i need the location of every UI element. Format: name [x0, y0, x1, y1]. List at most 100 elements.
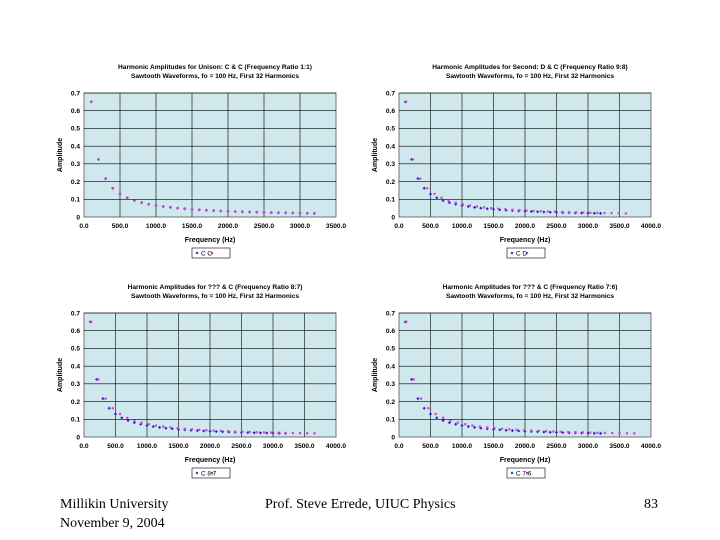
data-point-c — [101, 397, 105, 401]
data-point-7-6 — [456, 421, 459, 424]
x-tick-label: 2000.0 — [218, 223, 239, 230]
y-tick-label: 0.2 — [386, 399, 395, 406]
x-tick-label: 3500.0 — [609, 223, 630, 230]
data-point-c — [491, 207, 496, 211]
data-point-d — [419, 177, 422, 180]
data-point-d — [624, 212, 627, 215]
footer-university: Millikin University — [60, 497, 169, 512]
data-point-c — [139, 422, 143, 426]
data-point-d — [539, 210, 542, 213]
x-tick-label: 2000.0 — [515, 443, 536, 450]
x-tick-label: 500.0 — [422, 443, 439, 450]
data-point-c — [466, 424, 470, 429]
data-point-8-7 — [226, 430, 230, 433]
data-point-d — [490, 207, 493, 210]
data-point-c — [428, 192, 433, 196]
data-point-8-7 — [306, 432, 309, 435]
data-point-7-6 — [566, 430, 570, 434]
x-tick-label: 500.0 — [112, 223, 129, 230]
data-point-d — [511, 208, 514, 211]
data-point-c — [460, 203, 464, 208]
data-point-c — [104, 177, 107, 180]
chart-title: Harmonic Amplitudes for ??? & C (Frequen… — [128, 284, 303, 291]
data-point-c — [485, 427, 489, 431]
data-point-8-7 — [154, 424, 158, 427]
data-point-8-7 — [147, 423, 150, 426]
x-tick-label: 1500.0 — [168, 443, 189, 450]
data-point-8-7 — [104, 397, 107, 400]
x-axis-label: Frequency (Hz) — [500, 237, 551, 244]
data-point-8-7 — [234, 430, 237, 433]
data-point-7-6 — [478, 425, 481, 428]
data-point-d — [610, 212, 613, 215]
data-point-d — [546, 210, 549, 213]
legend-text: C 8:7 — [201, 470, 217, 477]
data-point-8-7 — [133, 419, 136, 422]
data-point-7-6 — [581, 431, 584, 434]
y-tick-label: 0.6 — [386, 108, 395, 115]
data-point-d — [589, 211, 592, 214]
y-tick-label: 0.3 — [386, 161, 395, 168]
data-point-8-7 — [262, 431, 266, 434]
x-tick-label: 4000.0 — [641, 443, 662, 450]
y-tick-label: 0.4 — [71, 143, 80, 150]
data-point-8-7 — [118, 412, 122, 416]
x-tick-label: 2500.0 — [254, 223, 275, 230]
data-point-7-6 — [559, 430, 562, 433]
data-point-c — [170, 427, 174, 431]
data-point-c — [133, 199, 136, 202]
data-point-8-7 — [270, 431, 273, 434]
x-tick-label: 3500.0 — [294, 443, 315, 450]
data-point-c — [306, 212, 309, 215]
y-tick-label: 0.6 — [386, 328, 395, 335]
data-point-d — [461, 203, 464, 206]
data-point-8-7 — [248, 430, 251, 434]
y-tick-label: 0.4 — [386, 143, 395, 150]
y-axis-label: Amplitude — [372, 138, 379, 172]
data-point-d — [568, 211, 571, 214]
x-tick-label: 1000.0 — [137, 443, 158, 450]
y-tick-label: 0.4 — [71, 363, 80, 370]
data-point-d — [475, 205, 479, 208]
y-tick-label: 0.6 — [71, 108, 80, 115]
data-point-c — [262, 211, 266, 214]
data-point-c — [113, 412, 118, 416]
data-point-7-6 — [486, 426, 489, 429]
data-point-7-6 — [515, 428, 518, 431]
chart-second-svg: Harmonic Amplitudes for Second: D & C (F… — [372, 64, 662, 259]
chart-second: Harmonic Amplitudes for Second: D & C (F… — [365, 55, 675, 270]
data-point-7-6 — [625, 432, 629, 435]
y-tick-label: 0.5 — [386, 126, 395, 133]
data-point-8-7 — [111, 407, 114, 410]
data-point-7-6 — [442, 416, 445, 419]
x-tick-label: 3500.0 — [609, 443, 630, 450]
y-tick-label: 0.5 — [386, 346, 395, 353]
x-tick-label: 3500.0 — [326, 223, 347, 230]
x-tick-label: 4000.0 — [326, 443, 347, 450]
chart-ratio-8-7: Harmonic Amplitudes for ??? & C (Frequen… — [50, 275, 360, 490]
data-point-c — [284, 211, 287, 214]
x-tick-label: 3000.0 — [290, 223, 311, 230]
data-point-d — [596, 211, 599, 214]
data-point-c — [592, 211, 596, 215]
data-point-c — [198, 208, 201, 211]
x-tick-label: 4000.0 — [641, 223, 662, 230]
y-tick-label: 0.2 — [71, 179, 80, 186]
legend-text: C D — [516, 250, 527, 257]
x-tick-label: 1500.0 — [182, 223, 203, 230]
y-tick-label: 0.3 — [386, 381, 395, 388]
data-point-8-7 — [126, 416, 129, 419]
legend-marker-other — [526, 472, 529, 475]
chart-ratio-8-7-svg: Harmonic Amplitudes for ??? & C (Frequen… — [57, 284, 347, 479]
x-tick-label: 0.0 — [394, 223, 403, 230]
chart-title: Harmonic Amplitudes for ??? & C (Frequen… — [443, 284, 618, 291]
data-point-d — [603, 211, 606, 215]
data-point-8-7 — [241, 430, 244, 433]
data-point-8-7 — [205, 429, 208, 432]
data-point-c — [151, 424, 155, 429]
y-axis-label: Amplitude — [57, 358, 64, 392]
data-point-c — [205, 209, 208, 212]
data-point-d — [617, 212, 620, 215]
data-point-7-6 — [471, 424, 474, 427]
data-point-7-6 — [405, 320, 408, 323]
